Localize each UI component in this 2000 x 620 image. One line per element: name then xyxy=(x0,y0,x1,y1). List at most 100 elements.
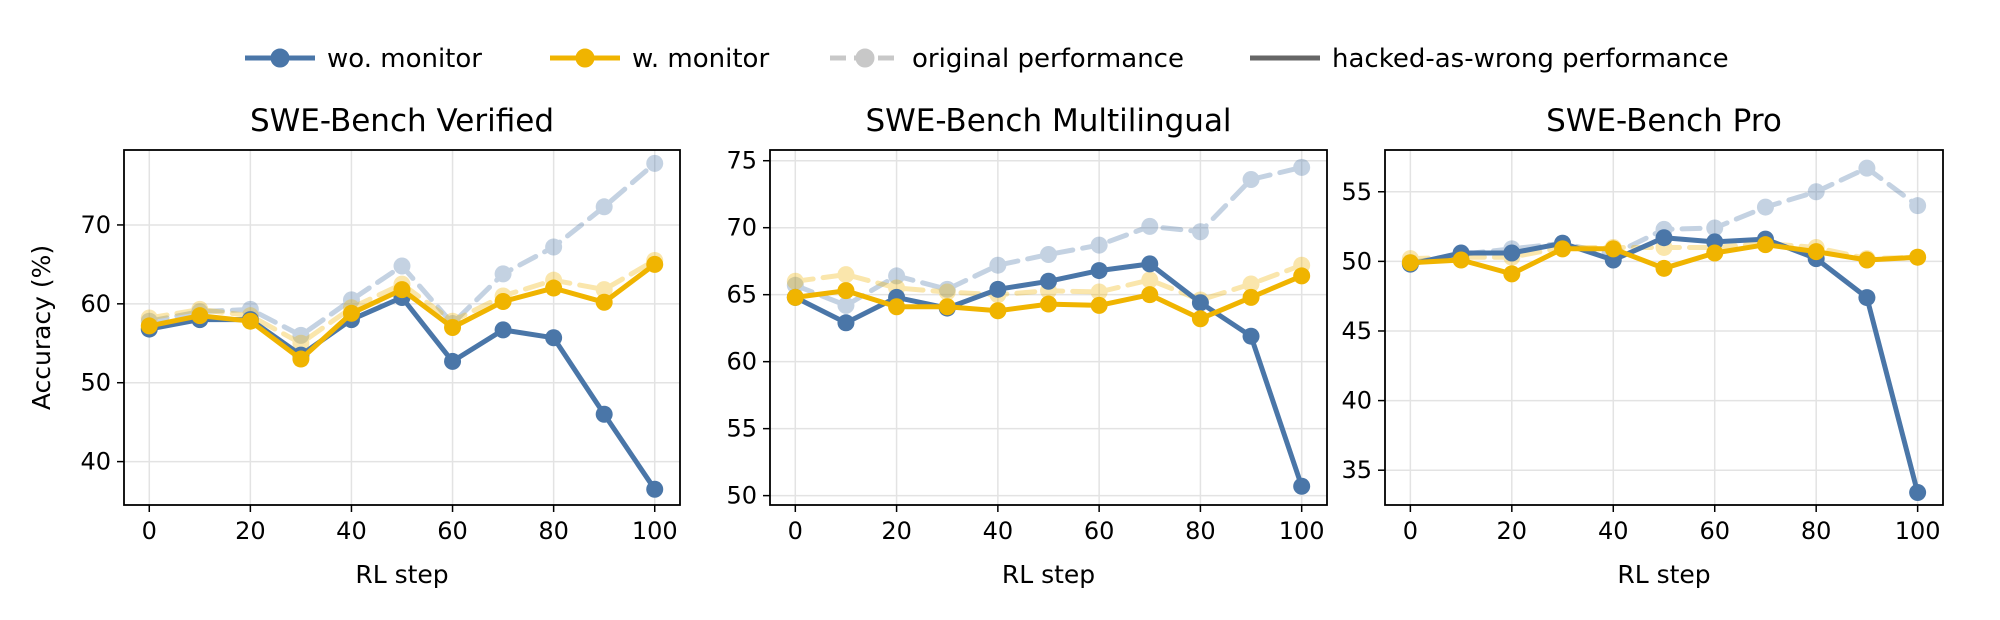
y-tick-label-1-3: 65 xyxy=(726,281,757,309)
point-2-3-3 xyxy=(1554,240,1572,258)
y-tick-label-2-3: 50 xyxy=(1341,247,1372,275)
legend-label-2: original performance xyxy=(912,44,1184,74)
point-1-3-7 xyxy=(1141,286,1159,304)
point-2-3-9 xyxy=(1858,251,1876,269)
legend-item-0: wo. monitor xyxy=(245,44,482,74)
point-1-1-6 xyxy=(1090,283,1108,301)
legend-label-3: hacked-as-wrong performance xyxy=(1332,44,1729,74)
legend-marker-2 xyxy=(855,48,875,68)
x-axis-label-1: RL step xyxy=(1002,560,1095,589)
point-2-3-10 xyxy=(1909,248,1927,266)
series-1-0 xyxy=(786,158,1311,314)
point-1-2-8 xyxy=(1191,294,1209,312)
y-tick-label-2-0: 35 xyxy=(1341,456,1372,484)
panel-title-0: SWE-Bench Verified xyxy=(250,103,554,139)
x-tick-label-1-5: 100 xyxy=(1279,517,1325,545)
point-1-3-4 xyxy=(989,302,1007,320)
point-2-0-6 xyxy=(1706,219,1724,237)
x-tick-label-2-4: 80 xyxy=(1801,517,1832,545)
point-2-2-5 xyxy=(1655,229,1673,247)
point-1-1-7 xyxy=(1141,271,1159,289)
point-1-2-1 xyxy=(837,314,855,332)
y-tick-label-0-3: 70 xyxy=(80,211,111,239)
point-1-0-7 xyxy=(1141,217,1159,235)
point-1-2-7 xyxy=(1141,255,1159,273)
point-1-1-0 xyxy=(786,272,804,290)
point-0-3-4 xyxy=(342,304,360,322)
point-1-3-9 xyxy=(1242,288,1260,306)
x-tick-label-1-4: 80 xyxy=(1185,517,1216,545)
point-2-3-7 xyxy=(1756,236,1774,254)
point-1-2-9 xyxy=(1242,327,1260,345)
panel-0: 0 20 40 60 80 100 40 50 60 70 SWE-Bench Verified RL… xyxy=(27,103,681,589)
x-tick-label-1-0: 0 xyxy=(788,517,803,545)
point-1-3-6 xyxy=(1090,296,1108,314)
point-2-3-4 xyxy=(1604,240,1622,258)
point-2-3-2 xyxy=(1503,265,1521,283)
x-tick-label-2-2: 40 xyxy=(1598,517,1629,545)
y-tick-label-2-1: 40 xyxy=(1341,387,1372,415)
point-0-3-1 xyxy=(191,307,209,325)
point-0-0-8 xyxy=(545,238,563,256)
point-1-1-1 xyxy=(837,266,855,284)
point-2-3-0 xyxy=(1401,254,1419,272)
series-0-2 xyxy=(140,289,664,498)
point-1-0-6 xyxy=(1090,236,1108,254)
legend-item-3: hacked-as-wrong performance xyxy=(1250,44,1729,74)
point-0-3-2 xyxy=(241,312,259,330)
legend-item-1: w. monitor xyxy=(550,44,769,74)
point-1-0-1 xyxy=(837,296,855,314)
point-2-2-2 xyxy=(1503,244,1521,262)
point-1-3-0 xyxy=(786,288,804,306)
point-0-1-3 xyxy=(292,334,310,352)
point-1-3-3 xyxy=(938,298,956,316)
panel-title-1: SWE-Bench Multilingual xyxy=(865,103,1231,139)
point-0-0-5 xyxy=(393,257,411,275)
y-tick-label-1-2: 60 xyxy=(726,348,757,376)
y-tick-label-0-1: 50 xyxy=(80,369,111,397)
series-line-1-0 xyxy=(792,164,1305,308)
point-1-0-3 xyxy=(938,280,956,298)
point-2-3-6 xyxy=(1706,244,1724,262)
x-tick-label-0-3: 60 xyxy=(437,517,468,545)
series-2-3 xyxy=(1401,236,1927,283)
point-0-0-7 xyxy=(494,265,512,283)
y-tick-label-1-0: 50 xyxy=(726,482,757,510)
legend: wo. monitor w. monitor original performanc… xyxy=(245,44,1729,74)
point-1-0-8 xyxy=(1191,223,1209,241)
point-1-0-10 xyxy=(1293,158,1311,176)
series-line-0-2 xyxy=(146,295,658,492)
point-1-1-3 xyxy=(938,283,956,301)
point-1-3-2 xyxy=(888,298,906,316)
plot-frame-2 xyxy=(1384,149,1944,506)
point-1-3-1 xyxy=(837,282,855,300)
y-tick-label-2-4: 55 xyxy=(1341,178,1372,206)
point-0-0-3 xyxy=(292,326,310,344)
panel-title-2: SWE-Bench Pro xyxy=(1546,103,1782,139)
point-1-2-4 xyxy=(989,280,1007,298)
point-1-3-10 xyxy=(1293,267,1311,285)
y-tick-label-1-1: 55 xyxy=(726,415,757,443)
point-0-0-4 xyxy=(342,291,360,309)
y-tick-label-1-4: 70 xyxy=(726,214,757,242)
x-tick-label-0-1: 20 xyxy=(235,517,266,545)
point-2-0-9 xyxy=(1858,159,1876,177)
y-tick-label-1-5: 75 xyxy=(726,147,757,175)
point-1-2-5 xyxy=(1040,272,1057,290)
point-0-3-9 xyxy=(595,293,613,311)
legend-label-0: wo. monitor xyxy=(327,44,482,74)
series-line-0-1 xyxy=(146,257,658,346)
point-1-1-9 xyxy=(1242,275,1260,293)
point-0-2-9 xyxy=(595,405,613,423)
series-0-0 xyxy=(140,154,664,344)
point-2-3-8 xyxy=(1807,243,1825,261)
grid-1 xyxy=(770,150,1327,505)
panels: 0 20 40 60 80 100 40 50 60 70 SWE-Bench Verified RL… xyxy=(27,103,1944,589)
x-tick-label-0-5: 100 xyxy=(632,517,678,545)
point-0-3-8 xyxy=(545,279,563,297)
series-line-2-1 xyxy=(1407,240,1921,262)
point-0-2-7 xyxy=(494,321,512,339)
point-0-3-10 xyxy=(646,255,664,273)
point-1-3-5 xyxy=(1040,295,1057,313)
